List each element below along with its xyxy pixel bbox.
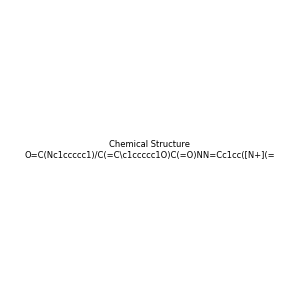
Text: Chemical Structure
O=C(Nc1ccccc1)/C(=C\c1ccccc1O)C(=O)NN=Cc1cc([N+](=: Chemical Structure O=C(Nc1ccccc1)/C(=C\c… <box>25 140 275 160</box>
